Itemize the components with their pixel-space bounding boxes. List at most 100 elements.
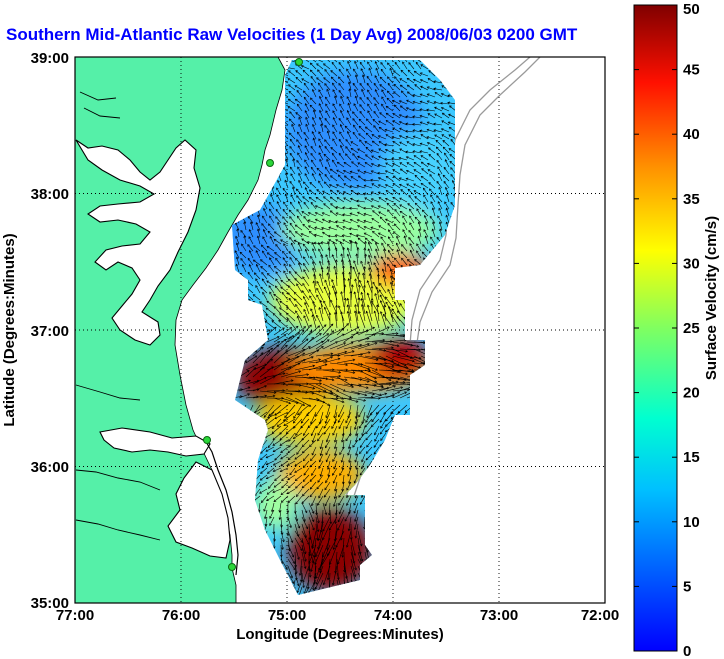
velocity-vector: [394, 60, 401, 63]
velocity-arrowhead: [347, 446, 351, 450]
velocity-vector: [331, 62, 338, 70]
velocity-vector: [370, 227, 380, 231]
velocity-vector: [288, 439, 296, 448]
velocity-vector: [249, 264, 254, 273]
velocity-vector: [349, 213, 359, 217]
velocity-arrowhead: [296, 89, 300, 93]
velocity-vector: [318, 242, 324, 252]
velocity-vector: [324, 118, 331, 126]
velocity-arrowhead: [311, 511, 315, 514]
velocity-vector: [348, 474, 352, 484]
velocity-arrowhead: [308, 346, 311, 349]
velocity-arrowhead: [438, 186, 442, 190]
velocity-arrowhead: [393, 91, 396, 94]
velocity-vector: [297, 131, 303, 140]
velocity-vector: [386, 97, 394, 105]
velocity-vector: [253, 259, 261, 266]
velocity-vector: [367, 103, 373, 112]
velocity-vector: [396, 243, 401, 252]
velocity-arrowhead: [359, 502, 363, 505]
velocity-vector: [247, 216, 254, 224]
velocity-arrowhead: [325, 439, 329, 443]
velocity-arrowhead: [366, 82, 370, 86]
velocity-vector: [355, 241, 359, 252]
velocity-arrowhead: [280, 463, 284, 467]
velocity-vector: [315, 212, 324, 217]
velocity-arrowhead: [274, 252, 277, 255]
velocity-arrowhead: [332, 124, 335, 128]
velocity-vector: [448, 134, 455, 140]
velocity-vector: [336, 169, 345, 175]
velocity-arrowhead: [317, 325, 321, 329]
velocity-arrowhead: [357, 237, 361, 241]
velocity-arrowhead: [288, 439, 291, 442]
velocity-arrowhead: [377, 171, 380, 175]
velocity-vector: [428, 70, 436, 77]
velocity-arrowhead: [332, 110, 335, 113]
velocity-vector: [330, 175, 338, 182]
velocity-vector: [303, 216, 310, 224]
velocity-arrowhead: [323, 153, 327, 157]
velocity-arrowhead: [265, 449, 269, 452]
velocity-arrowhead: [297, 332, 300, 335]
velocity-arrowhead: [317, 480, 321, 483]
velocity-vector: [386, 202, 394, 210]
velocity-vector: [323, 63, 331, 70]
velocity-vector: [385, 355, 407, 367]
velocity-vector: [342, 219, 352, 224]
velocity-arrowhead: [399, 127, 402, 131]
velocity-arrowhead: [428, 147, 431, 151]
velocity-vector: [318, 82, 324, 91]
velocity-vector: [413, 155, 422, 161]
velocity-arrowhead: [387, 236, 391, 240]
velocity-arrowhead: [367, 89, 370, 93]
velocity-arrowhead: [378, 225, 381, 228]
velocity-vector: [357, 169, 366, 175]
velocity-arrowhead: [273, 306, 277, 309]
outer-banks: [204, 439, 239, 576]
velocity-vector: [442, 112, 450, 119]
velocity-vector: [303, 97, 310, 105]
velocity-vector: [310, 83, 317, 91]
velocity-arrowhead: [320, 340, 324, 344]
velocity-vector: [387, 62, 394, 70]
velocity-arrowhead: [366, 386, 369, 389]
velocity-vector: [308, 325, 320, 336]
velocity-vector: [420, 72, 429, 77]
velocity-arrowhead: [247, 393, 251, 396]
velocity-vector: [294, 365, 315, 371]
velocity-vector: [421, 168, 429, 175]
velocity-vector: [385, 198, 394, 203]
velocity-vector: [287, 78, 296, 84]
velocity-arrowhead: [352, 153, 355, 156]
velocity-vector: [315, 60, 324, 63]
velocity-arrowhead: [282, 372, 286, 376]
velocity-vector: [326, 453, 331, 462]
velocity-vector: [261, 495, 268, 503]
velocity-arrowhead: [339, 241, 343, 244]
velocity-vector: [308, 360, 328, 364]
velocity-arrowhead: [347, 528, 351, 532]
velocity-arrowhead: [301, 444, 305, 448]
velocity-vector: [398, 157, 408, 161]
velocity-arrowhead: [304, 173, 308, 176]
velocity-arrowhead: [383, 349, 387, 352]
velocity-vector: [348, 404, 352, 419]
velocity-arrowhead: [342, 206, 345, 210]
velocity-arrowhead: [372, 326, 376, 330]
velocity-vector: [374, 293, 380, 308]
velocity-arrowhead: [271, 320, 275, 323]
velocity-arrowhead: [301, 238, 305, 242]
velocity-vector: [343, 331, 359, 343]
velocity-arrowhead: [265, 476, 269, 480]
velocity-vector: [406, 162, 415, 168]
velocity-arrowhead: [330, 146, 334, 150]
velocity-vector: [329, 342, 346, 350]
velocity-vector: [371, 163, 380, 168]
velocity-arrowhead: [303, 181, 306, 185]
velocity-vector: [296, 579, 303, 593]
velocity-vector: [356, 193, 366, 196]
velocity-arrowhead: [288, 366, 292, 370]
velocity-vector: [390, 275, 394, 287]
